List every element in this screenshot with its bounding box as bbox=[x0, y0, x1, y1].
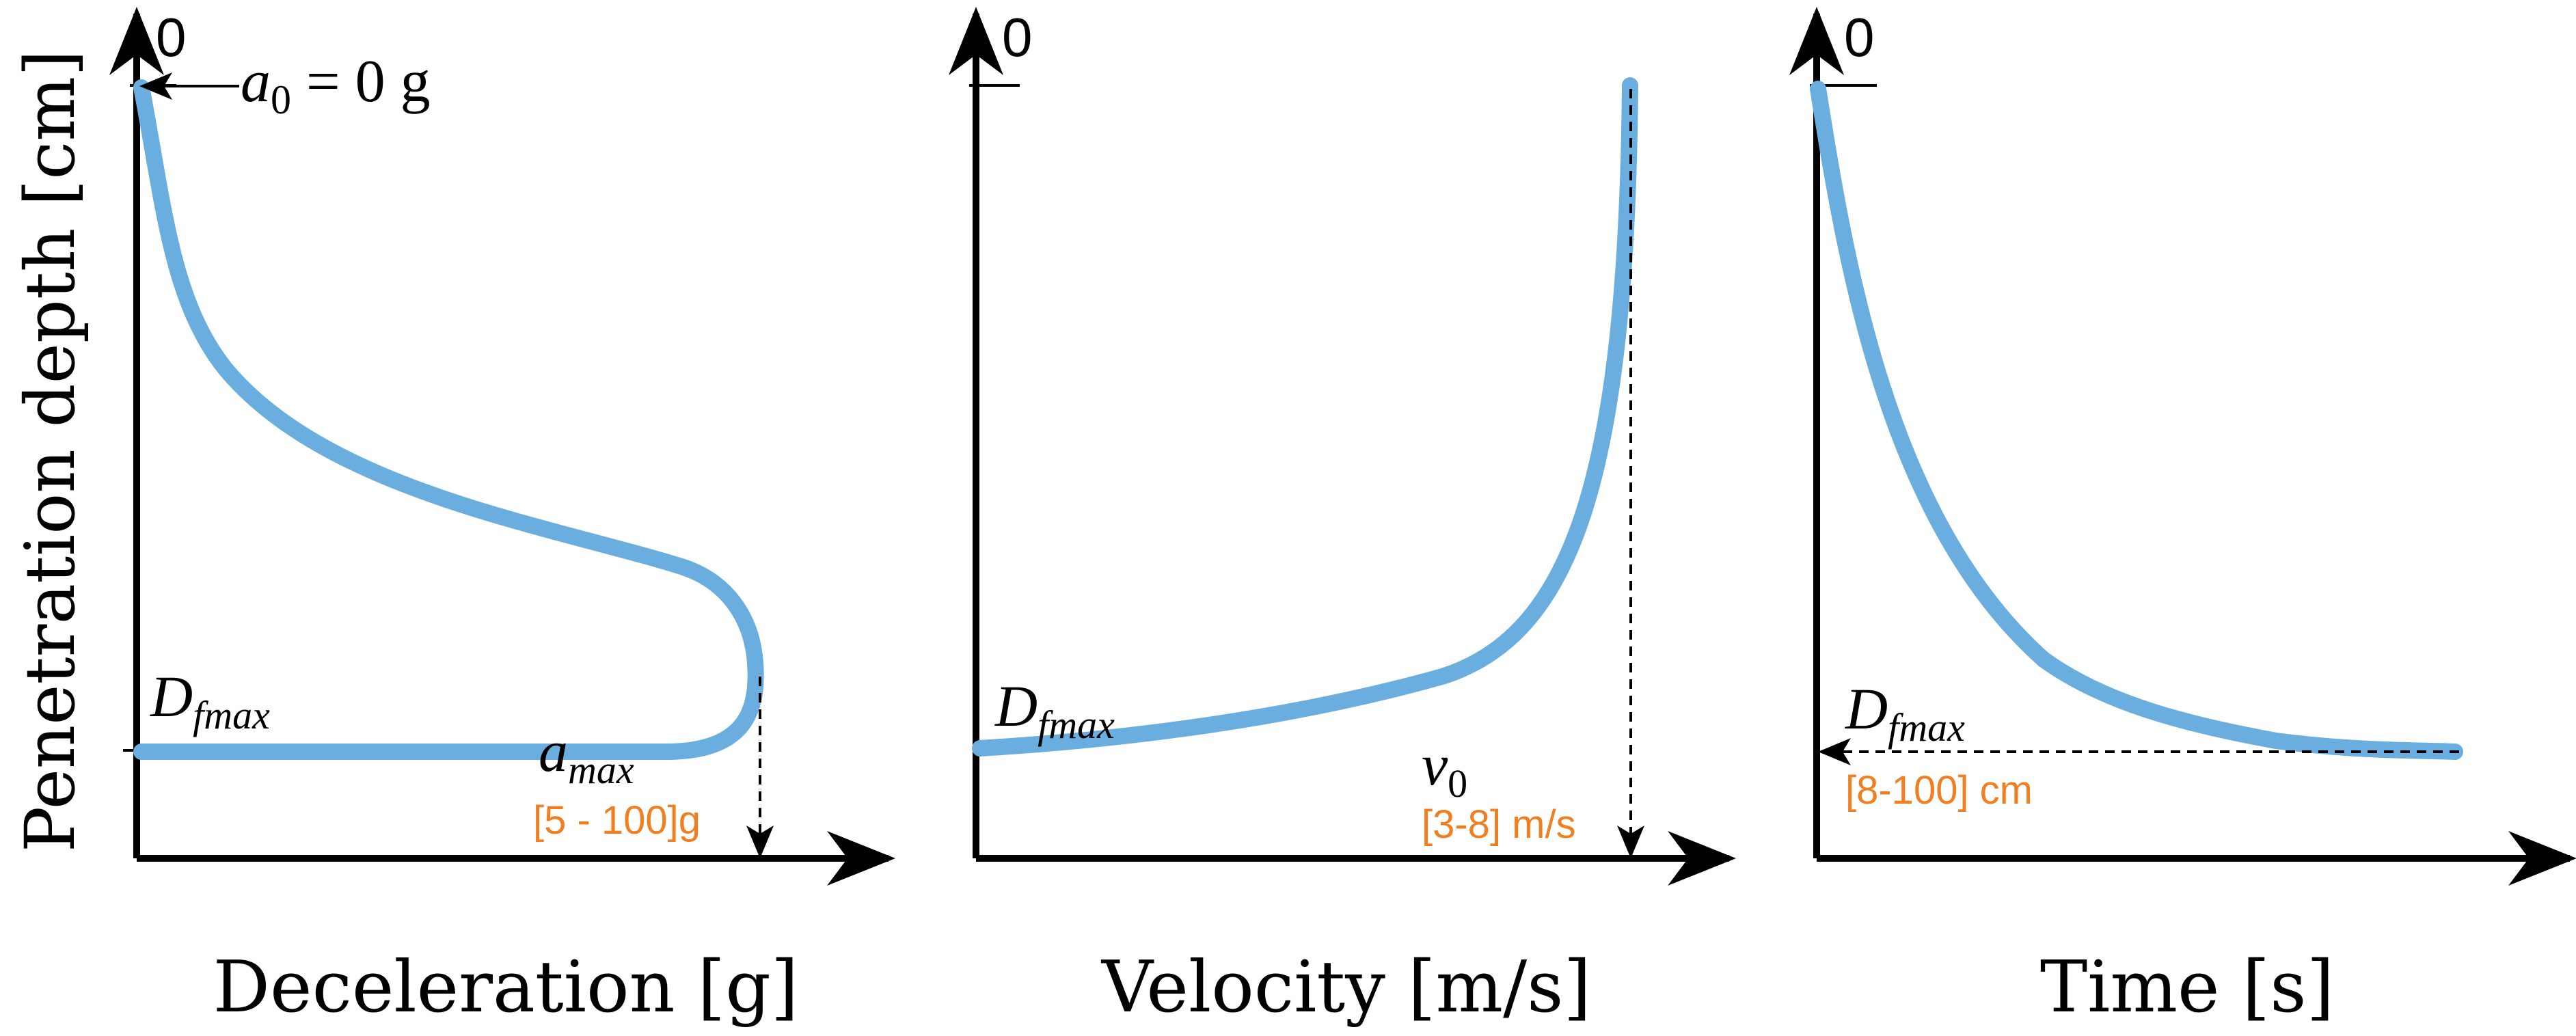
amax-label: amax bbox=[539, 718, 634, 792]
panel-velocity: 0 Dfmax v0 [3-8] m/s Velocity [m/s] bbox=[949, 7, 1736, 1028]
zero-label: 0 bbox=[156, 7, 187, 68]
dfmax-label: Dfmax bbox=[150, 664, 270, 737]
x-axis-label: Velocity [m/s] bbox=[1100, 945, 1591, 1028]
v0-label: v0 bbox=[1422, 732, 1467, 806]
zero-label: 0 bbox=[1002, 7, 1033, 68]
panel-deceleration: 0 a0 = 0 g Dfmax amax [5 - 100]g Deceler… bbox=[109, 7, 895, 1028]
a0-label: a0 = 0 g bbox=[241, 49, 431, 122]
deceleration-curve bbox=[133, 79, 764, 760]
amax-range: [5 - 100]g bbox=[533, 798, 701, 843]
zero-label: 0 bbox=[1844, 7, 1875, 68]
dfmax-label: Dfmax bbox=[1845, 676, 1965, 750]
dfmax-label: Dfmax bbox=[994, 673, 1115, 747]
x-axis-label: Time [s] bbox=[2040, 945, 2334, 1028]
panel-time: 0 Dfmax [8-100] cm Time [s] bbox=[1789, 7, 2576, 1028]
dfmax-range: [8-100] cm bbox=[1845, 768, 2033, 813]
time-curve bbox=[1810, 81, 2463, 760]
x-axis-label: Deceleration [g] bbox=[213, 945, 799, 1028]
y-axis-label: Penetration depth [cm] bbox=[10, 50, 90, 852]
velocity-curve bbox=[972, 77, 1638, 756]
v0-range: [3-8] m/s bbox=[1422, 802, 1576, 847]
